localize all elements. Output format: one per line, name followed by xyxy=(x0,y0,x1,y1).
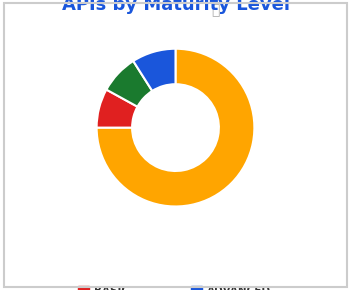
Text: ⓘ: ⓘ xyxy=(211,3,219,17)
Legend: BASIC, INTERMEDIATE, ADVANCED, EXCELLENT: BASIC, INTERMEDIATE, ADVANCED, EXCELLENT xyxy=(74,282,277,290)
Wedge shape xyxy=(106,61,152,107)
Wedge shape xyxy=(97,49,254,206)
Title: APIs by Maturity Level: APIs by Maturity Level xyxy=(61,0,290,14)
Wedge shape xyxy=(97,90,138,128)
Wedge shape xyxy=(133,49,176,91)
